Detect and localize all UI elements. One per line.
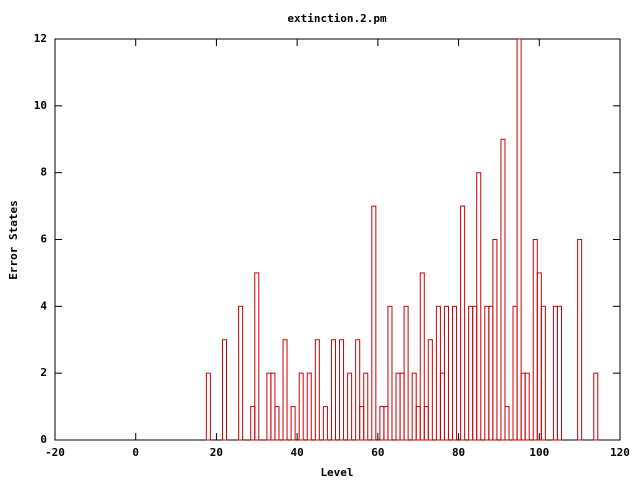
bar	[383, 406, 389, 441]
bar	[254, 272, 260, 441]
bar	[452, 305, 458, 441]
bar	[205, 372, 211, 441]
y-tick-label: 10	[34, 99, 47, 112]
x-tick-label: 60	[371, 446, 384, 459]
bar	[488, 305, 494, 441]
bar	[238, 305, 244, 441]
bar	[411, 372, 417, 441]
y-tick-label: 6	[40, 233, 47, 246]
bar	[330, 339, 336, 441]
bar	[363, 372, 369, 441]
bar	[250, 406, 256, 441]
bar	[536, 272, 542, 441]
bar	[399, 372, 405, 441]
bar	[423, 406, 429, 441]
bar	[427, 339, 433, 441]
bar	[266, 372, 272, 441]
bar	[415, 406, 421, 441]
y-tick-label: 0	[40, 433, 47, 446]
x-tick-label: 40	[291, 446, 304, 459]
bar	[524, 372, 530, 441]
bar	[500, 138, 506, 441]
bar	[359, 406, 365, 441]
bar	[472, 305, 478, 441]
bar	[355, 339, 361, 441]
bar	[371, 205, 377, 441]
bar	[556, 305, 562, 441]
bar	[532, 239, 538, 441]
bar	[443, 305, 449, 441]
bar	[520, 372, 526, 441]
bar	[387, 305, 393, 441]
bar	[552, 305, 558, 441]
y-tick-label: 4	[40, 299, 47, 312]
chart-title: extinction.2.pm	[287, 12, 387, 25]
bar	[298, 372, 304, 441]
x-tick-label: 20	[210, 446, 223, 459]
bar	[577, 239, 583, 441]
y-tick-label: 12	[34, 32, 47, 45]
bar	[439, 372, 445, 441]
bar	[403, 305, 409, 441]
x-tick-label: 0	[132, 446, 139, 459]
bar	[516, 38, 522, 441]
bar	[290, 406, 296, 441]
bar	[468, 305, 474, 441]
bar	[512, 305, 518, 441]
bar	[379, 406, 385, 441]
bar	[435, 305, 441, 441]
bar	[270, 372, 276, 441]
bar	[476, 172, 482, 441]
bar	[460, 205, 466, 441]
bar	[484, 305, 490, 441]
bar	[282, 339, 288, 441]
bar	[504, 406, 510, 441]
bar	[322, 406, 328, 441]
x-tick-label: 100	[529, 446, 549, 459]
bar	[314, 339, 320, 441]
bar	[221, 339, 228, 441]
bar	[339, 339, 345, 441]
y-tick-label: 8	[40, 166, 47, 179]
bar	[593, 372, 599, 441]
bar	[347, 372, 353, 441]
bar	[492, 239, 498, 441]
bar	[306, 372, 312, 441]
x-tick-label: 120	[610, 446, 630, 459]
bar	[395, 372, 401, 441]
x-tick-label: -20	[45, 446, 65, 459]
bar	[274, 406, 280, 441]
y-tick-label: 2	[40, 366, 47, 379]
x-axis-label: Level	[320, 466, 353, 479]
bar	[540, 305, 546, 441]
x-tick-label: 80	[452, 446, 465, 459]
y-axis-label: Error States	[7, 200, 20, 279]
bar	[419, 272, 425, 441]
